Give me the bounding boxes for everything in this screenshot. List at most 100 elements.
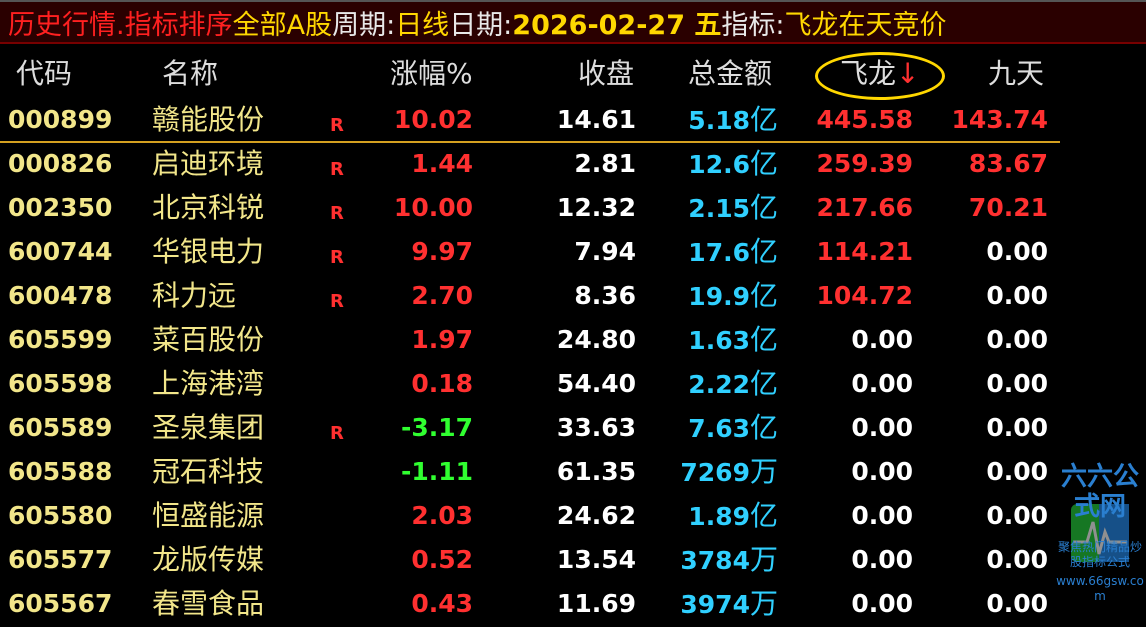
table-row[interactable]: 605589 圣泉集团 R -3.17 33.63 7.63亿 0.00 0.0…: [0, 406, 1146, 450]
table-row[interactable]: 605580 恒盛能源 2.03 24.62 1.89亿 0.00 0.00: [0, 494, 1146, 538]
cell-jiutian: 0.00: [986, 237, 1048, 266]
col-name[interactable]: 名称: [162, 57, 219, 90]
margin-flag: R: [330, 159, 344, 180]
amount-value: 19.9: [688, 282, 750, 311]
margin-flag: R: [330, 203, 344, 224]
period-selector[interactable]: 日线: [395, 9, 450, 41]
cell-name: 恒盛能源: [152, 499, 265, 532]
cell-feilong: 104.72: [816, 281, 913, 310]
cell-amount: 2.22亿: [688, 362, 778, 407]
cell-jiutian: 0.00: [986, 545, 1048, 574]
cell-amount: 19.9亿: [688, 274, 778, 319]
cell-code: 600478: [8, 281, 113, 310]
table-row[interactable]: 605599 菜百股份 1.97 24.80 1.63亿 0.00 0.00: [0, 318, 1146, 362]
table-row[interactable]: 605567 春雪食品 0.43 11.69 3974万 0.00 0.00: [0, 582, 1146, 626]
amount-unit: 亿: [749, 147, 778, 180]
table-row[interactable]: 605588 冠石科技 -1.11 61.35 7269万 0.00 0.00: [0, 450, 1146, 494]
cell-name: 冠石科技: [152, 455, 265, 488]
table-row[interactable]: 000899 赣能股份 R 10.02 14.61 5.18亿 445.58 1…: [0, 98, 1146, 142]
cell-code: 000899: [8, 105, 113, 134]
cell-code: 600744: [8, 237, 113, 266]
amount-unit: 亿: [749, 191, 778, 224]
amount-unit: 亿: [749, 103, 778, 136]
market-selector[interactable]: 全部A股: [232, 9, 333, 41]
col-jiutian[interactable]: 九天: [988, 57, 1045, 90]
cell-feilong: 445.58: [816, 105, 913, 134]
table-row[interactable]: 002350 北京科锐 R 10.00 12.32 2.15亿 217.66 7…: [0, 186, 1146, 230]
cell-amount: 3784万: [680, 538, 778, 583]
cell-name: 上海港湾: [152, 367, 265, 400]
cell-feilong: 0.00: [851, 369, 913, 398]
cell-jiutian: 0.00: [986, 457, 1048, 486]
indicator-selector[interactable]: 飞龙在天竞价: [784, 9, 947, 41]
col-pct[interactable]: 涨幅%: [390, 57, 473, 90]
cell-jiutian: 143.74: [951, 105, 1048, 134]
cell-pct: 0.52: [411, 545, 473, 574]
table-row[interactable]: 605577 龙版传媒 0.52 13.54 3784万 0.00 0.00: [0, 538, 1146, 582]
cell-pct: 0.18: [411, 369, 473, 398]
title-bar: 历史行情.指标排序 全部A股 周期: 日线 日期: 2026-02-27 五 指标:…: [0, 0, 1146, 44]
amount-value: 1.89: [688, 502, 750, 531]
period-label: 周期:: [332, 9, 396, 41]
cell-name: 科力远: [152, 279, 237, 312]
amount-value: 7269: [680, 458, 750, 487]
cell-jiutian: 0.00: [986, 413, 1048, 442]
cell-close: 11.69: [556, 589, 636, 618]
cell-amount: 3974万: [680, 582, 778, 627]
cell-code: 605567: [8, 589, 113, 618]
cell-name: 菜百股份: [152, 323, 265, 356]
cell-pct: 0.43: [411, 589, 473, 618]
module-title: 历史行情.指标排序: [8, 9, 233, 41]
cell-feilong: 0.00: [851, 413, 913, 442]
cell-feilong: 114.21: [816, 237, 913, 266]
cell-name: 赣能股份: [152, 103, 265, 136]
table-row[interactable]: 600478 科力远 R 2.70 8.36 19.9亿 104.72 0.00: [0, 274, 1146, 318]
amount-value: 12.6: [688, 150, 750, 179]
cell-jiutian: 70.21: [968, 193, 1048, 222]
amount-value: 3784: [680, 546, 750, 575]
cell-amount: 2.15亿: [688, 186, 778, 231]
cell-feilong: 0.00: [851, 457, 913, 486]
margin-flag: R: [330, 291, 344, 312]
cell-code: 605588: [8, 457, 113, 486]
highlight-circle: [815, 52, 945, 100]
table-row[interactable]: 600744 华银电力 R 9.97 7.94 17.6亿 114.21 0.0…: [0, 230, 1146, 274]
cell-code: 002350: [8, 193, 113, 222]
col-code[interactable]: 代码: [16, 57, 73, 90]
table-row[interactable]: 000826 启迪环境 R 1.44 2.81 12.6亿 259.39 83.…: [0, 142, 1146, 186]
cell-jiutian: 0.00: [986, 589, 1048, 618]
watermark-slogan: 聚焦热门精品炒股指标公式: [1057, 540, 1142, 569]
cell-pct: 10.00: [393, 193, 473, 222]
amount-value: 7.63: [688, 414, 750, 443]
cell-close: 2.81: [574, 149, 636, 178]
cell-feilong: 0.00: [851, 325, 913, 354]
watermark-logo: 六六公式网 聚焦热门精品炒股指标公式 www.66gsw.com: [1054, 462, 1146, 608]
cell-name: 春雪食品: [152, 587, 265, 620]
cell-amount: 12.6亿: [688, 142, 778, 187]
cell-code: 605577: [8, 545, 113, 574]
cell-code: 605599: [8, 325, 113, 354]
amount-unit: 亿: [749, 323, 778, 356]
cell-close: 14.61: [556, 105, 636, 134]
col-amount[interactable]: 总金额: [688, 57, 773, 90]
amount-unit: 亿: [749, 279, 778, 312]
amount-value: 3974: [680, 590, 750, 619]
cell-name: 北京科锐: [152, 191, 265, 224]
amount-unit: 亿: [749, 499, 778, 532]
margin-flag: R: [330, 115, 344, 136]
cell-jiutian: 0.00: [986, 501, 1048, 530]
col-close[interactable]: 收盘: [578, 57, 635, 90]
cell-close: 7.94: [574, 237, 636, 266]
cell-amount: 5.18亿: [688, 98, 778, 143]
table-row[interactable]: 605598 上海港湾 0.18 54.40 2.22亿 0.00 0.00: [0, 362, 1146, 406]
cell-close: 61.35: [556, 457, 636, 486]
date-selector[interactable]: 2026-02-27 五: [512, 9, 722, 41]
cell-jiutian: 0.00: [986, 325, 1048, 354]
cell-pct: -3.17: [400, 413, 473, 442]
cell-close: 12.32: [556, 193, 636, 222]
cell-code: 605589: [8, 413, 113, 442]
indicator-label: 指标:: [721, 9, 785, 41]
amount-unit: 万: [749, 455, 778, 488]
watermark-icon: [1071, 504, 1129, 562]
cell-name: 龙版传媒: [152, 543, 265, 576]
